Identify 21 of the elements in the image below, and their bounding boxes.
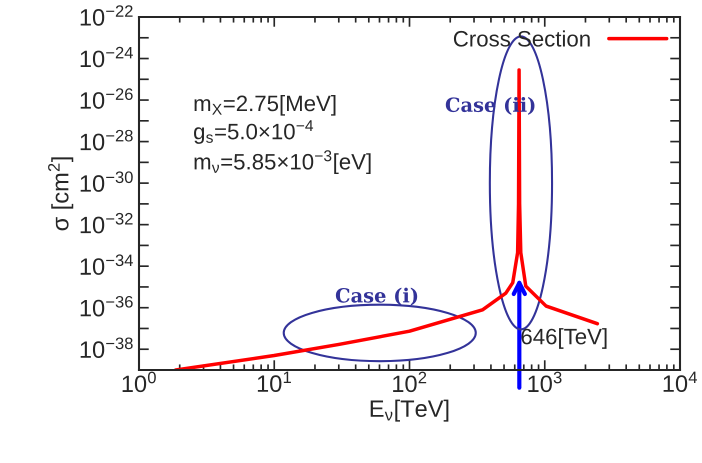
y-tick-label: 10$^{−32}$	[80, 212, 133, 234]
x-tick-label: 10$^{3}$	[528, 372, 562, 392]
y-tick-label: 10$^{−28}$	[80, 130, 133, 150]
y-tick-label: 10$^{−36}$	[80, 296, 133, 316]
y-tick-label: 10$^{−34}$	[80, 254, 133, 275]
y-axis-title: σ [cm$^{2}$]	[48, 157, 74, 230]
y-tick-label: 10$^{−30}$	[80, 171, 133, 192]
annotation: g$_{s}$=5.0×10$^{−4}$	[194, 120, 314, 144]
x-tick-label: 10$^{1}$	[258, 372, 291, 392]
x-axis-title: E$_{ν}$[TeV]	[370, 400, 448, 422]
annotation: 646[TeV]	[522, 328, 607, 349]
annotation: Case (i)	[336, 288, 418, 306]
x-tick-label: 10$^{2}$	[393, 372, 426, 392]
x-tick-label: 10$^{4}$	[664, 372, 698, 392]
y-tick-label: 10$^{−22}$	[80, 5, 133, 26]
annotation: m$_{X}$=2.75[MeV]	[194, 94, 336, 116]
y-tick-label: 10$^{−24}$	[80, 46, 133, 68]
annotation: m$_{ν}$=5.85×10$^{−3}$[eV]	[194, 150, 371, 174]
y-tick-label: 10$^{−38}$	[80, 337, 133, 358]
x-tick-label: 10$^{0}$	[122, 372, 156, 392]
y-tick-label: 10$^{−26}$	[80, 88, 133, 109]
